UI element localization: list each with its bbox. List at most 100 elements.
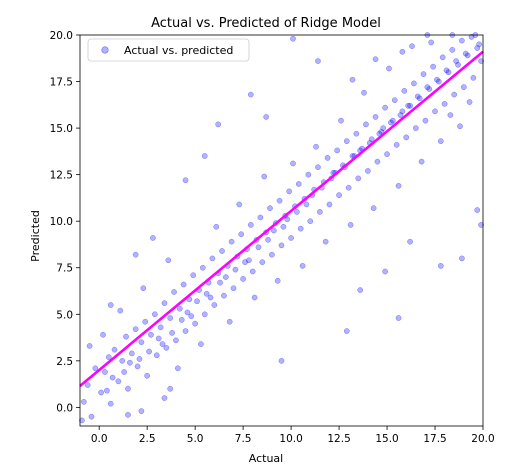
y-axis-label: Predicted xyxy=(29,210,42,262)
data-point xyxy=(294,209,300,215)
data-point xyxy=(297,225,304,232)
data-point xyxy=(161,395,168,401)
data-point xyxy=(217,279,223,286)
data-point xyxy=(393,142,400,148)
data-point xyxy=(138,339,145,346)
data-point xyxy=(100,331,106,338)
data-point xyxy=(150,235,156,241)
data-point xyxy=(278,242,285,249)
data-point xyxy=(449,47,456,53)
y-tick-label: 15.0 xyxy=(50,123,73,135)
data-point xyxy=(343,138,350,144)
data-point xyxy=(357,287,364,293)
x-tick-label: 10.0 xyxy=(279,433,302,445)
data-point xyxy=(142,318,149,325)
data-point xyxy=(161,300,168,306)
legend-box xyxy=(87,38,250,62)
data-point xyxy=(370,205,377,212)
data-point xyxy=(105,354,112,360)
data-point xyxy=(420,71,427,77)
data-point xyxy=(409,43,415,50)
data-point xyxy=(117,307,124,314)
data-point xyxy=(426,86,433,92)
data-point xyxy=(317,209,323,215)
data-point xyxy=(226,318,233,325)
data-point xyxy=(418,158,425,165)
data-point xyxy=(414,93,421,100)
data-point xyxy=(451,91,458,98)
data-point xyxy=(102,369,108,375)
data-point xyxy=(432,108,438,115)
data-point xyxy=(173,337,179,344)
data-point xyxy=(422,117,429,124)
data-point xyxy=(148,331,154,338)
data-point xyxy=(176,305,183,312)
data-point xyxy=(207,294,214,301)
data-point xyxy=(159,341,166,347)
data-point xyxy=(119,357,126,364)
y-tick-label: 10.0 xyxy=(50,216,73,228)
data-point xyxy=(443,67,450,74)
data-point xyxy=(182,328,189,334)
data-point xyxy=(104,387,110,394)
data-point xyxy=(407,102,413,109)
data-point xyxy=(265,236,271,243)
x-axis-ticks: 0.0 2.5 5.0 7.5 10.0 12.5 15.0 17.5 20.0 xyxy=(91,426,495,445)
data-point xyxy=(228,238,235,245)
data-point xyxy=(397,112,404,118)
data-point xyxy=(261,173,268,180)
data-point xyxy=(345,184,352,191)
data-point xyxy=(459,255,465,262)
data-point xyxy=(223,274,229,280)
data-point xyxy=(134,363,141,370)
data-point xyxy=(236,201,243,208)
data-point xyxy=(263,114,269,120)
legend-label: Actual vs. predicted xyxy=(124,44,233,57)
data-point xyxy=(363,121,369,128)
data-point xyxy=(459,37,465,44)
data-point xyxy=(437,138,444,144)
data-point xyxy=(123,333,129,340)
data-point xyxy=(153,352,160,359)
data-point xyxy=(165,257,172,264)
data-point xyxy=(107,302,114,308)
y-tick-label: 2.5 xyxy=(56,356,73,368)
data-point xyxy=(255,244,262,251)
data-point xyxy=(388,119,394,126)
data-point xyxy=(171,289,177,295)
data-point xyxy=(382,268,388,275)
data-point xyxy=(128,350,135,357)
data-point xyxy=(125,385,131,392)
data-point xyxy=(437,263,444,269)
data-point xyxy=(336,192,342,198)
data-point xyxy=(169,330,175,336)
data-point xyxy=(240,276,246,282)
data-point xyxy=(288,235,294,241)
data-point xyxy=(307,218,314,225)
y-tick-label: 0.0 xyxy=(56,402,73,414)
data-point xyxy=(178,317,185,323)
data-point xyxy=(140,285,147,292)
data-point xyxy=(468,34,475,40)
data-point xyxy=(460,84,467,90)
data-point xyxy=(315,58,321,64)
data-point xyxy=(278,357,285,364)
data-point xyxy=(416,95,423,102)
data-point xyxy=(213,223,220,230)
data-point xyxy=(355,175,362,182)
data-point xyxy=(462,50,469,57)
data-point xyxy=(466,99,473,105)
data-point xyxy=(407,238,413,245)
data-point xyxy=(428,39,435,46)
data-point xyxy=(405,102,412,109)
y-axis-ticks: 0.0 2.5 5.0 7.5 10.0 12.5 15.0 17.5 20.0 xyxy=(50,30,80,414)
data-point xyxy=(132,251,139,258)
data-point xyxy=(326,201,333,208)
fit-line xyxy=(79,50,484,387)
data-point xyxy=(403,134,410,141)
data-point xyxy=(395,182,402,189)
data-point xyxy=(84,382,91,388)
data-point xyxy=(441,101,448,107)
data-point xyxy=(146,348,152,355)
data-point xyxy=(121,369,127,375)
